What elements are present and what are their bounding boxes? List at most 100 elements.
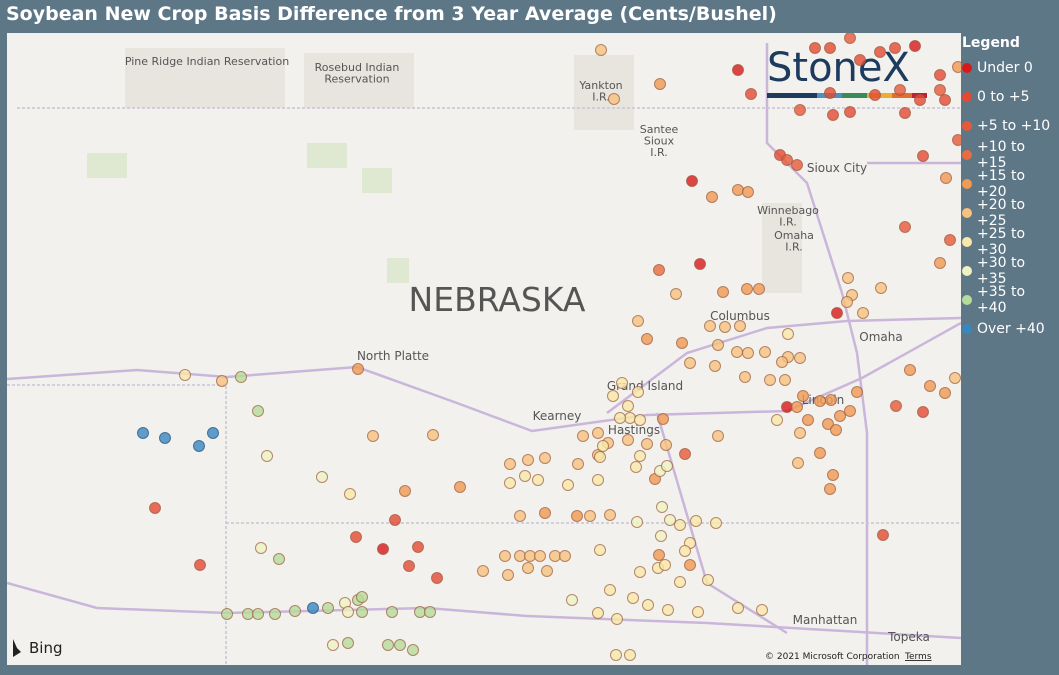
place-label-line: NEBRASKA <box>409 280 586 319</box>
location-point <box>660 439 672 451</box>
location-point <box>877 529 889 541</box>
location-point <box>917 406 929 418</box>
location-point <box>642 599 654 611</box>
location-point <box>917 150 929 162</box>
place-label-line: I.R. <box>785 241 803 254</box>
location-point <box>692 606 704 618</box>
location-point <box>679 545 691 557</box>
location-point <box>934 257 946 269</box>
location-point <box>627 592 639 604</box>
place-label-line: Sioux <box>644 135 675 148</box>
location-point <box>541 565 553 577</box>
location-point <box>712 339 724 351</box>
location-point <box>854 54 866 66</box>
location-point <box>709 360 721 372</box>
legend-item: +25 to +30 <box>962 225 1059 258</box>
location-point <box>662 604 674 616</box>
location-point <box>622 400 634 412</box>
location-point <box>624 412 636 424</box>
location-point <box>899 221 911 233</box>
terms[interactable]: Terms <box>904 652 932 662</box>
place-label: Columbus <box>710 309 770 323</box>
location-point <box>342 606 354 618</box>
location-point <box>597 440 609 452</box>
place-label: Santee Sioux I.R. <box>640 123 679 159</box>
logo-text: StoneX <box>767 45 910 91</box>
location-point <box>739 371 751 383</box>
title: Soybean New Crop Basis Difference from 3… <box>6 3 777 25</box>
legend-label: +25 to +30 <box>977 225 1026 258</box>
legend-label: +20 to +25 <box>977 196 1026 229</box>
location-point <box>352 363 364 375</box>
location-point <box>899 107 911 119</box>
location-point <box>824 483 836 495</box>
location-point <box>159 432 171 444</box>
location-point <box>571 510 583 522</box>
legend-item: +10 to +15 <box>962 138 1059 171</box>
location-point <box>427 429 439 441</box>
location-point <box>608 93 620 105</box>
legend-item: 0 to +5 <box>962 82 1059 111</box>
location-point <box>534 550 546 562</box>
location-point <box>594 451 606 463</box>
location-point <box>403 560 415 572</box>
place-label: Manhattan <box>793 613 858 627</box>
location-point <box>273 553 285 565</box>
place-label-line: Hastings <box>608 423 660 437</box>
location-point <box>656 501 668 513</box>
location-point <box>179 369 191 381</box>
location-point <box>914 94 926 106</box>
place-label: Topeka <box>887 630 930 644</box>
location-point <box>194 559 206 571</box>
location-point <box>514 550 526 562</box>
legend-swatch <box>962 323 972 334</box>
location-point <box>939 94 951 106</box>
location-point <box>431 572 443 584</box>
place-label-line: Columbus <box>710 309 770 323</box>
location-point <box>394 639 406 651</box>
place-label: NEBRASKA <box>409 280 586 319</box>
location-point <box>712 430 724 442</box>
location-point <box>824 42 836 54</box>
location-point <box>454 481 466 493</box>
location-point <box>734 320 746 332</box>
location-point <box>779 374 791 386</box>
location-point <box>562 479 574 491</box>
location-point <box>791 159 803 171</box>
bing: Bing <box>29 639 63 657</box>
location-point <box>670 288 682 300</box>
legend-label: +35 to +40 <box>977 283 1026 316</box>
location-point <box>952 134 961 146</box>
location-point <box>616 377 628 389</box>
place-label-line: I.R. <box>650 146 668 159</box>
location-point <box>269 608 281 620</box>
location-point <box>797 390 809 402</box>
location-point <box>686 175 698 187</box>
location-point <box>674 576 686 588</box>
location-point <box>952 61 961 73</box>
location-point <box>732 184 744 196</box>
location-point <box>664 514 676 526</box>
legend-label: +10 to +15 <box>977 138 1026 171</box>
place-label-line: North Platte <box>357 349 429 363</box>
location-point <box>261 450 273 462</box>
location-point <box>592 474 604 486</box>
legend-swatch <box>962 91 972 102</box>
location-point <box>566 594 578 606</box>
location-point <box>661 460 673 472</box>
legend: Legend Under 0 0 to +5 +5 to +10 +10 to +15… <box>962 35 1059 343</box>
location-point <box>792 457 804 469</box>
location-point <box>499 550 511 562</box>
location-point <box>684 357 696 369</box>
location-point <box>809 42 821 54</box>
location-point <box>424 606 436 618</box>
location-point <box>502 569 514 581</box>
location-point <box>216 375 228 387</box>
location-point <box>844 106 856 118</box>
legend-item: +30 to +35 <box>962 255 1059 287</box>
place-label-line: I.R. <box>592 91 610 104</box>
location-point <box>710 517 722 529</box>
location-point <box>814 395 826 407</box>
legend-swatch <box>962 120 972 131</box>
